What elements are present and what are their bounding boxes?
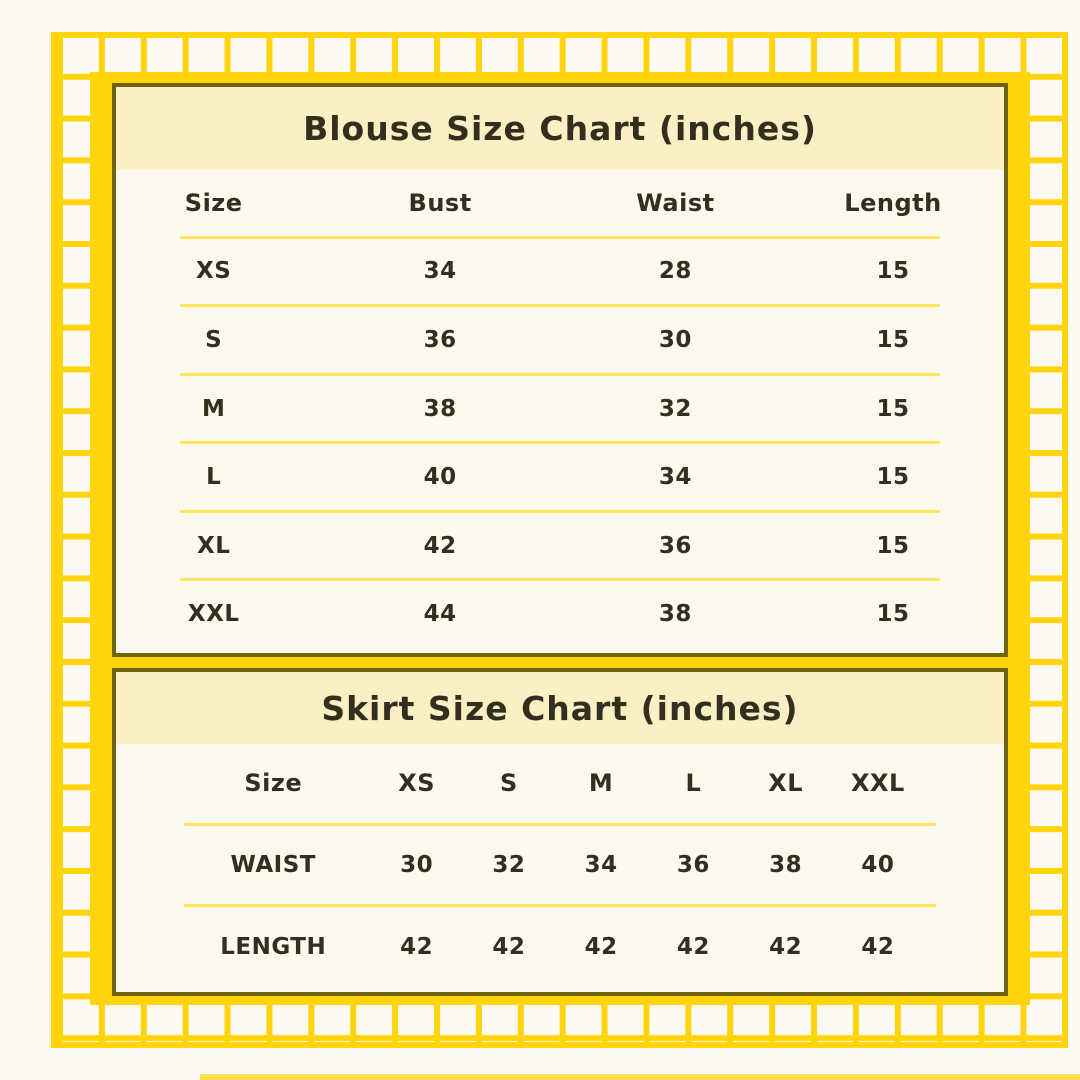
header-row: Size Bust Waist Length xyxy=(116,170,1004,236)
table-cell: 34 xyxy=(423,258,457,285)
table-cell: 40 xyxy=(423,464,457,491)
column-header: M xyxy=(588,769,614,798)
table-cell: 42 xyxy=(423,532,457,559)
table-cell: XL xyxy=(196,532,231,559)
row-separator xyxy=(184,904,936,908)
bottom-accent-line xyxy=(200,1074,1080,1080)
table-cell: 36 xyxy=(658,532,692,559)
table-cell: 42 xyxy=(676,933,710,960)
row-separator xyxy=(180,372,940,376)
table-row: XS 34 28 15 xyxy=(116,239,1004,305)
table-row: XXL 44 38 15 xyxy=(116,581,1004,647)
blouse-table-rows: Size Bust Waist Length XS 34 28 15 S 36 30 15 M 38 32 1… xyxy=(116,170,1004,653)
yellow-frame: Blouse Size Chart (inches) Size Bust Waist… xyxy=(90,72,1030,1005)
table-row: WAIST 30 32 34 36 38 40 xyxy=(116,826,1004,905)
blouse-chart-title: Blouse Size Chart (inches) xyxy=(116,87,1004,170)
table-cell: 36 xyxy=(676,852,710,878)
skirt-chart-title: Skirt Size Chart (inches) xyxy=(116,672,1004,744)
table-row: S 36 30 15 xyxy=(116,307,1004,373)
table-cell: 30 xyxy=(400,852,434,878)
table-cell: 32 xyxy=(658,395,692,422)
table-cell: 15 xyxy=(876,601,910,628)
column-header: S xyxy=(499,769,518,798)
row-separator xyxy=(184,822,936,826)
table-cell: 42 xyxy=(492,933,526,960)
column-header: Size xyxy=(184,188,243,217)
table-cell: 15 xyxy=(876,395,910,422)
table-cell: 38 xyxy=(423,395,457,422)
row-separator xyxy=(180,509,940,513)
table-row: M 38 32 15 xyxy=(116,376,1004,442)
table-cell: 15 xyxy=(876,326,910,353)
column-header: Bust xyxy=(408,188,472,217)
blouse-size-chart: Blouse Size Chart (inches) Size Bust Waist… xyxy=(112,83,1008,657)
table-cell: 15 xyxy=(876,258,910,285)
table-cell: WAIST xyxy=(230,852,316,878)
table-cell: 42 xyxy=(584,933,618,960)
table-row: XL 42 36 15 xyxy=(116,513,1004,579)
skirt-size-chart: Skirt Size Chart (inches) Size XS S M L XL XXL… xyxy=(112,668,1008,996)
table-cell: 28 xyxy=(658,258,692,285)
table-row: LENGTH 42 42 42 42 42 42 xyxy=(116,907,1004,986)
header-row: Size XS S M L XL XXL xyxy=(116,744,1004,823)
table-cell: LENGTH xyxy=(220,933,327,960)
row-separator xyxy=(180,304,940,308)
table-cell: L xyxy=(206,464,222,491)
table-cell: 15 xyxy=(876,464,910,491)
table-cell: S xyxy=(205,326,223,353)
column-header: L xyxy=(685,769,702,798)
table-cell: 30 xyxy=(658,326,692,353)
table-cell: 42 xyxy=(861,933,895,960)
column-header: Waist xyxy=(636,188,715,217)
table-cell: 36 xyxy=(423,326,457,353)
table-cell: 32 xyxy=(492,852,526,878)
column-header: Size xyxy=(244,769,303,798)
column-header: XL xyxy=(768,769,803,798)
table-cell: 34 xyxy=(658,464,692,491)
table-cell: XS xyxy=(196,258,232,285)
row-separator xyxy=(180,235,940,239)
column-header: XS xyxy=(398,769,435,798)
column-header: Length xyxy=(844,188,942,217)
table-cell: 44 xyxy=(423,601,457,628)
column-header: XXL xyxy=(850,769,905,798)
table-cell: 38 xyxy=(658,601,692,628)
table-cell: M xyxy=(201,395,226,422)
row-separator xyxy=(180,441,940,445)
table-row: L 40 34 15 xyxy=(116,444,1004,510)
skirt-table-rows: Size XS S M L XL XXL WAIST 30 32 34 36 38 40 LENGTH 42 4… xyxy=(116,744,1004,992)
table-cell: 42 xyxy=(769,933,803,960)
table-cell: 38 xyxy=(769,852,803,878)
table-cell: 42 xyxy=(400,933,434,960)
table-cell: 40 xyxy=(861,852,895,878)
row-separator xyxy=(180,578,940,582)
table-cell: 15 xyxy=(876,532,910,559)
table-cell: 34 xyxy=(584,852,618,878)
table-cell: XXL xyxy=(187,601,240,628)
